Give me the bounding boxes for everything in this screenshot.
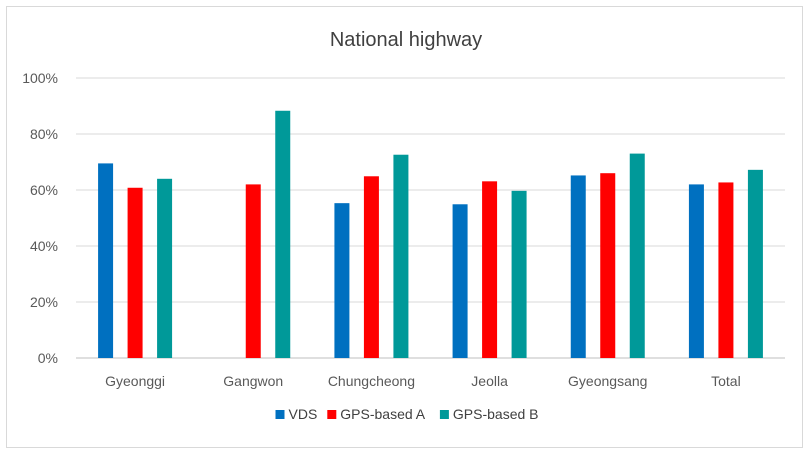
bar [718,182,734,358]
y-tick-label: 100% [22,70,58,86]
bar [629,153,645,358]
bar [511,190,527,358]
legend-item: VDS [275,406,318,422]
legend-label: VDS [289,406,318,422]
bar [393,154,409,358]
bar [363,176,379,358]
x-tick-label: Gyeongsang [568,373,647,389]
legend-swatch [275,410,285,419]
bar [98,163,114,358]
x-tick-label: Jeolla [471,373,508,389]
bar [334,203,350,358]
y-tick-label: 20% [30,294,58,310]
x-tick-label: Gangwon [223,373,283,389]
bars [98,110,763,358]
y-tick-label: 0% [38,350,58,366]
legend: VDS GPS-based A GPS-based B [275,406,539,422]
bar [570,175,586,358]
y-axis: 0% 20% 40% 60% 80% 100% [22,70,58,366]
bar [747,169,763,358]
legend-item: GPS-based A [327,406,426,422]
bar [482,181,498,358]
bar [157,178,173,358]
bar [688,184,704,358]
gridlines [76,77,785,359]
legend-swatch [439,410,449,419]
bar [127,187,143,358]
bar [275,110,291,358]
bar [600,173,616,358]
x-tick-label: Total [711,373,741,389]
bar [452,204,468,358]
x-axis: Gyeonggi Gangwon Chungcheong Jeolla Gyeongsa… [105,373,741,389]
legend-item: GPS-based B [439,406,539,422]
x-tick-label: Gyeonggi [105,373,165,389]
legend-swatch [327,410,337,419]
y-tick-label: 80% [30,126,58,142]
legend-label: GPS-based B [453,406,539,422]
y-tick-label: 40% [30,238,58,254]
chart-title: National highway [330,29,482,51]
legend-label: GPS-based A [340,406,425,422]
x-tick-label: Chungcheong [328,373,415,389]
y-tick-label: 60% [30,182,58,198]
bar [245,184,261,358]
